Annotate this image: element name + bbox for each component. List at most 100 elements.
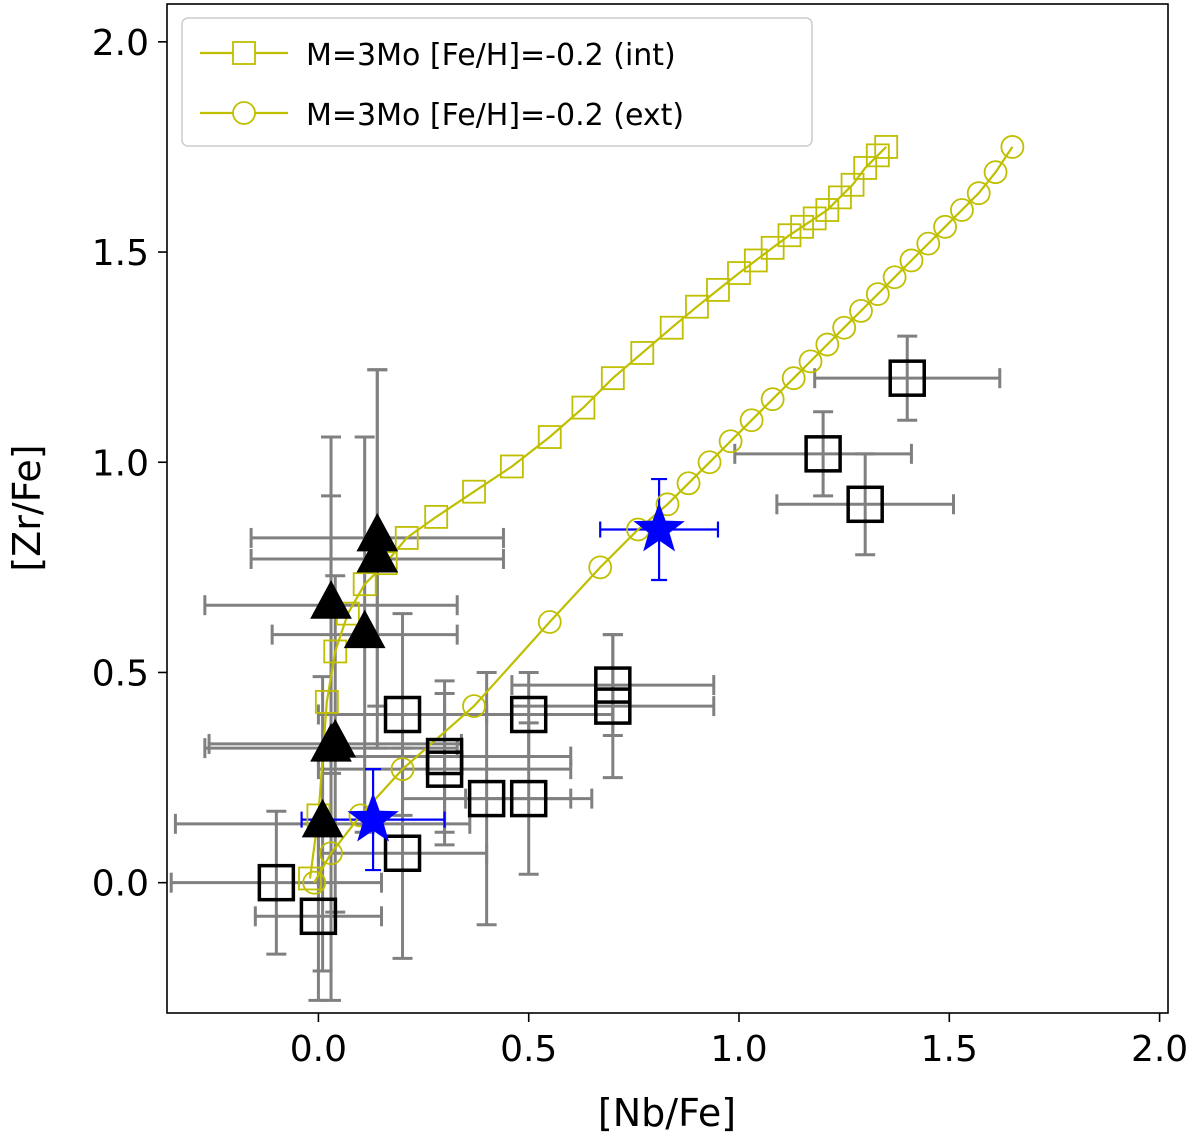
model-square-marker: [865, 143, 890, 168]
model-square-marker: [659, 315, 684, 340]
obs-triangle-marker: [310, 723, 352, 762]
plot-area: [169, 135, 1025, 1002]
plot-frame: [166, 3, 1169, 1014]
model-square-marker: [424, 505, 449, 529]
legend-label-ext: M=3Mo [Fe/H]=-0.2 (ext): [306, 98, 684, 133]
model-circle-marker: [537, 610, 562, 634]
model-square-marker: [600, 366, 625, 391]
obs-triangle-marker: [356, 512, 399, 552]
model-circle-marker: [983, 160, 1008, 185]
x-axis-ticks: 0.0 0.5 1.0 1.5 2.0: [290, 1013, 1188, 1070]
model-circle-marker: [798, 349, 823, 374]
x-tick-label: 0.5: [500, 1029, 557, 1070]
model-circle-marker: [302, 870, 327, 895]
model-circle-marker: [739, 408, 764, 433]
model-square-marker: [727, 261, 751, 285]
model-circle-marker: [815, 332, 840, 357]
model-square-marker: [462, 479, 486, 504]
model-square-marker: [352, 572, 377, 597]
model-square-marker: [840, 172, 865, 197]
obs-square-marker: [804, 435, 842, 473]
y-axis-label: [Zr/Fe]: [5, 444, 49, 571]
model-circle-marker: [718, 429, 743, 454]
legend-frame: [181, 17, 813, 147]
model-circle-marker: [760, 387, 785, 412]
model-square-marker: [394, 526, 419, 550]
y-tick-label: 0.5: [92, 653, 149, 694]
obs-triangle-marker: [343, 609, 386, 649]
obs-star-marker: [347, 792, 399, 842]
model-square-marker: [743, 248, 768, 273]
obs-triangle-marker: [301, 798, 344, 838]
y-tick-label: 0.0: [92, 864, 149, 905]
obs-square-marker: [594, 687, 632, 725]
model-square-marker: [802, 206, 827, 231]
model-circle-marker: [655, 492, 680, 517]
legend-entry-int: M=3Mo [Fe/H]=-0.2 (int): [200, 38, 676, 73]
model-circle-marker: [390, 757, 415, 782]
model-circle-marker: [950, 198, 974, 222]
model-circle-marker: [865, 282, 890, 306]
model-circle-marker: [676, 471, 701, 496]
model-circle-marker: [832, 315, 857, 340]
data-markers: [257, 359, 926, 936]
x-axis-label: [Nb/Fe]: [598, 1091, 736, 1135]
model-square-marker: [537, 425, 562, 449]
model-square-marker: [685, 294, 709, 319]
model-square-marker: [706, 277, 730, 302]
obs-triangle-marker: [310, 580, 352, 619]
model-circle-marker: [849, 299, 873, 323]
model-circle-marker: [588, 555, 613, 580]
model-circle-marker: [933, 214, 957, 239]
model-circle-marker: [781, 366, 806, 391]
model-square-marker: [777, 223, 802, 248]
model-square-marker: [630, 341, 655, 365]
model-square-marker: [790, 214, 814, 239]
obs-square-marker: [299, 897, 338, 936]
model-circle-marker: [697, 450, 722, 475]
model-circle-marker: [1000, 135, 1025, 159]
x-tick-label: 1.0: [710, 1029, 767, 1070]
model-circle-marker: [462, 694, 486, 718]
y-tick-label: 1.0: [92, 443, 149, 484]
legend-label-int: M=3Mo [Fe/H]=-0.2 (int): [306, 38, 676, 73]
obs-square-marker: [425, 750, 464, 788]
legend-square-icon: [232, 41, 256, 65]
model-circle-marker: [899, 248, 924, 273]
model-square-marker: [853, 156, 878, 180]
model-square-marker: [298, 866, 322, 891]
model-circle-marker: [319, 841, 343, 866]
obs-square-marker: [467, 779, 506, 818]
model-square-marker: [815, 198, 840, 222]
obs-square-marker: [888, 359, 926, 397]
model-square-marker: [571, 395, 596, 420]
model-circle-marker: [882, 265, 907, 290]
model-circle-marker: [966, 181, 991, 206]
model-square-marker: [314, 689, 339, 714]
obs-square-marker: [509, 779, 548, 818]
model-square-marker: [828, 185, 852, 210]
x-tick-label: 2.0: [1131, 1029, 1188, 1070]
y-axis-ticks: 0.0 0.5 1.0 1.5 2.0: [92, 23, 167, 905]
y-tick-label: 2.0: [92, 23, 149, 64]
model-square-marker: [760, 235, 785, 260]
legend-entry-ext: M=3Mo [Fe/H]=-0.2 (ext): [200, 98, 684, 133]
legend-circle-icon: [232, 101, 256, 125]
x-tick-label: 0.0: [290, 1029, 347, 1070]
obs-square-marker: [383, 695, 422, 734]
obs-square-marker: [846, 485, 884, 524]
model-square-marker: [874, 135, 899, 159]
obs-triangle-marker: [356, 533, 399, 573]
obs-square-marker: [257, 863, 296, 902]
obs-square-marker: [509, 695, 548, 734]
model-circle-marker: [916, 231, 941, 256]
obs-star-marker: [633, 502, 685, 552]
model-square-marker: [323, 639, 348, 664]
legend: M=3Mo [Fe/H]=-0.2 (int) M=3Mo [Fe/H]=-0.…: [181, 17, 813, 147]
obs-square-marker: [383, 834, 422, 872]
x-tick-label: 1.5: [921, 1029, 978, 1070]
y-tick-label: 1.5: [92, 233, 149, 274]
model-square-marker: [499, 454, 524, 479]
obs-square-marker: [594, 666, 632, 704]
